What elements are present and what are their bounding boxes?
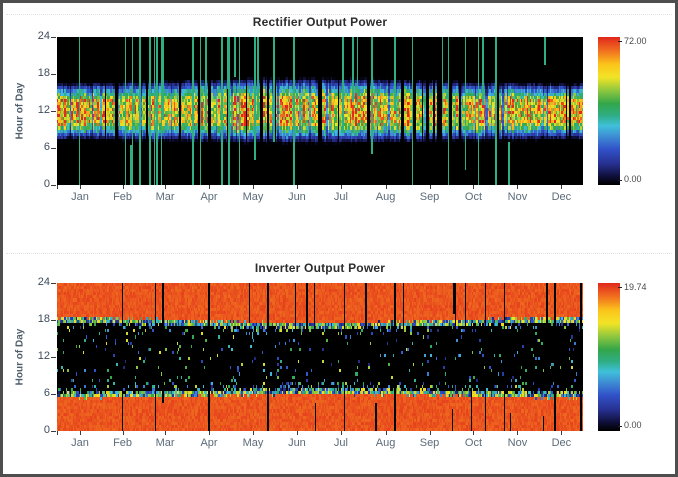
y-tick-label: 6 bbox=[43, 141, 50, 153]
y-tick-label: 12 bbox=[37, 350, 50, 362]
colorbar-min-tick bbox=[618, 426, 622, 427]
y-tick-mark bbox=[51, 394, 56, 395]
x-tick-label: Apr bbox=[200, 437, 218, 449]
x-tick-label: Feb bbox=[113, 191, 133, 203]
x-tick-mark bbox=[122, 431, 124, 435]
rectifier-colorbar bbox=[598, 37, 620, 185]
y-tick-mark bbox=[51, 320, 56, 321]
y-tick-mark bbox=[51, 148, 56, 149]
panel-separator-top bbox=[6, 14, 672, 15]
x-tick-label: Dec bbox=[551, 191, 572, 203]
chart-title-inverter: Inverter Output Power bbox=[254, 261, 386, 275]
y-tick-mark bbox=[51, 357, 56, 358]
x-tick-mark bbox=[340, 185, 342, 189]
x-tick-label: May bbox=[242, 191, 264, 203]
x-tick-label: Jan bbox=[71, 437, 89, 449]
colorbar-max-tick bbox=[618, 287, 622, 288]
y-tick-label: 24 bbox=[37, 276, 50, 288]
x-tick-label: Nov bbox=[507, 191, 528, 203]
x-tick-mark bbox=[385, 185, 387, 189]
x-tick-mark bbox=[429, 185, 431, 189]
x-axis-start-tick bbox=[57, 431, 58, 435]
x-tick-label: Dec bbox=[551, 437, 572, 449]
colorbar-max-label: 19.74 bbox=[624, 282, 647, 292]
colorbar-max-tick bbox=[618, 41, 622, 42]
inverter-colorbar bbox=[598, 283, 620, 431]
x-tick-mark bbox=[122, 185, 124, 189]
inverter-heatmap-canvas bbox=[57, 283, 583, 431]
panel-separator-middle bbox=[6, 253, 672, 254]
x-tick-label: Apr bbox=[200, 191, 218, 203]
x-tick-mark bbox=[473, 431, 475, 435]
chart-title-rectifier: Rectifier Output Power bbox=[252, 15, 388, 29]
x-tick-label: Oct bbox=[464, 191, 483, 203]
x-tick-label: Aug bbox=[375, 437, 396, 449]
colorbar-min-label: 0.00 bbox=[624, 420, 642, 430]
y-tick-mark bbox=[51, 37, 56, 38]
x-tick-mark bbox=[296, 431, 298, 435]
y-axis-label-inverter: Hour of Day bbox=[14, 328, 26, 386]
x-tick-mark bbox=[473, 185, 475, 189]
x-tick-label: May bbox=[242, 437, 264, 449]
x-tick-mark bbox=[296, 185, 298, 189]
y-tick-label: 0 bbox=[43, 424, 50, 436]
y-axis-label-rectifier: Hour of Day bbox=[14, 82, 26, 140]
x-tick-mark bbox=[517, 431, 519, 435]
x-tick-label: Aug bbox=[375, 191, 396, 203]
x-tick-mark bbox=[165, 431, 167, 435]
x-tick-label: Mar bbox=[155, 437, 175, 449]
x-tick-label: Jan bbox=[71, 191, 89, 203]
x-tick-label: Sep bbox=[419, 437, 440, 449]
x-tick-label: Sep bbox=[419, 191, 440, 203]
x-tick-label: Jul bbox=[333, 191, 348, 203]
x-tick-label: Jul bbox=[333, 437, 348, 449]
y-tick-label: 18 bbox=[37, 313, 50, 325]
x-tick-mark bbox=[385, 431, 387, 435]
y-tick-label: 0 bbox=[43, 178, 50, 190]
y-tick-mark bbox=[51, 283, 56, 284]
colorbar-max-label: 72.00 bbox=[624, 36, 647, 46]
x-axis-start-tick bbox=[57, 185, 58, 189]
colorbar-min-label: 0.00 bbox=[624, 174, 642, 184]
x-tick-label: Nov bbox=[507, 437, 528, 449]
y-tick-mark bbox=[51, 111, 56, 112]
y-tick-mark bbox=[51, 74, 56, 75]
x-tick-mark bbox=[561, 431, 563, 435]
x-tick-label: Oct bbox=[464, 437, 483, 449]
x-tick-mark bbox=[80, 431, 82, 435]
x-tick-mark bbox=[340, 431, 342, 435]
y-tick-mark bbox=[51, 185, 56, 186]
x-tick-mark bbox=[252, 431, 254, 435]
x-tick-label: Jun bbox=[288, 191, 306, 203]
rectifier-heatmap-canvas bbox=[57, 37, 583, 185]
y-tick-label: 6 bbox=[43, 387, 50, 399]
x-tick-label: Mar bbox=[155, 191, 175, 203]
colorbar-min-tick bbox=[618, 180, 622, 181]
y-tick-label: 18 bbox=[37, 67, 50, 79]
x-tick-mark bbox=[80, 185, 82, 189]
x-tick-label: Feb bbox=[113, 437, 133, 449]
y-tick-label: 24 bbox=[37, 30, 50, 42]
x-tick-mark bbox=[209, 431, 211, 435]
x-tick-label: Jun bbox=[288, 437, 306, 449]
y-tick-mark bbox=[51, 431, 56, 432]
x-tick-mark bbox=[561, 185, 563, 189]
x-tick-mark bbox=[252, 185, 254, 189]
x-tick-mark bbox=[209, 185, 211, 189]
y-tick-label: 12 bbox=[37, 104, 50, 116]
x-tick-mark bbox=[429, 431, 431, 435]
x-tick-mark bbox=[517, 185, 519, 189]
x-tick-mark bbox=[165, 185, 167, 189]
